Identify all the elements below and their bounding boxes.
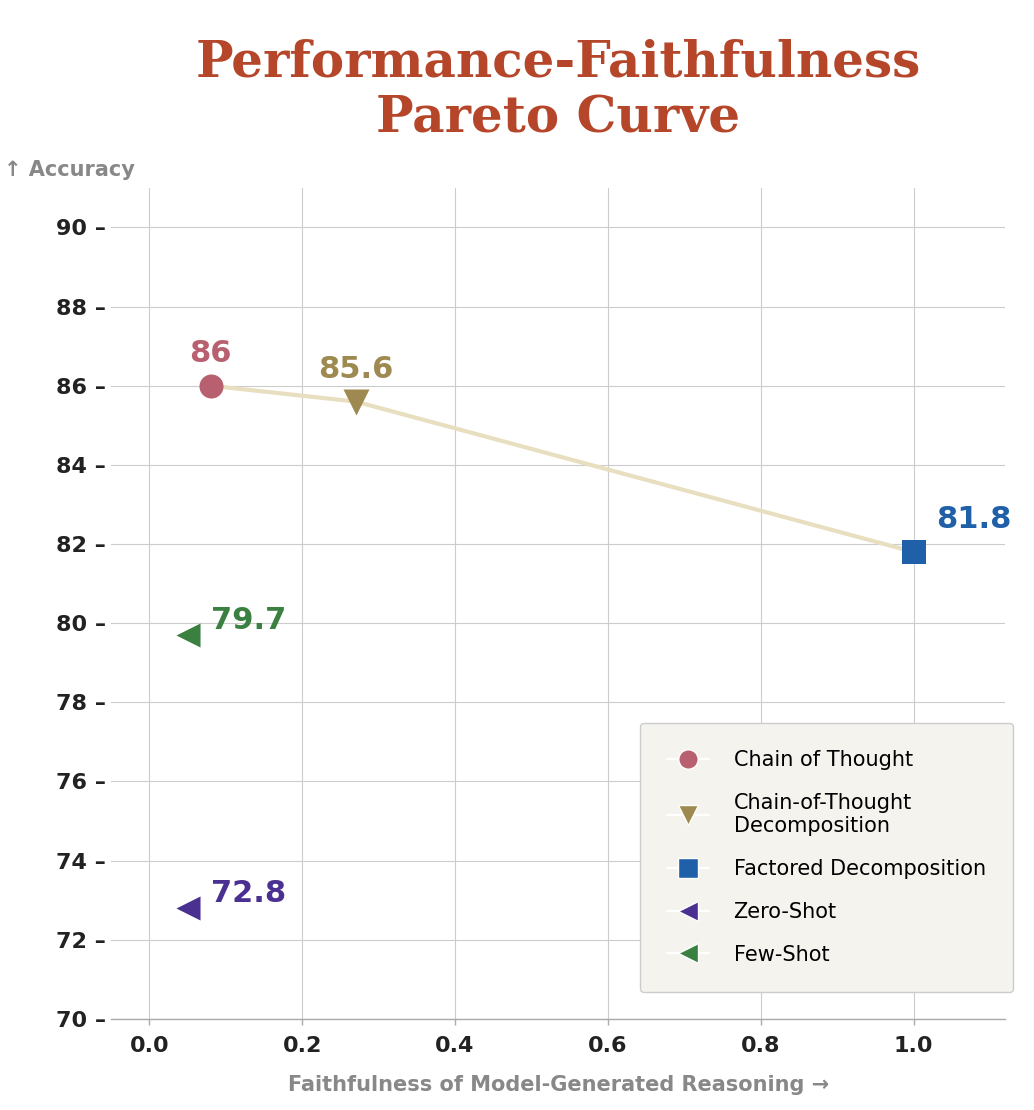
Point: [906, 543, 922, 561]
Text: 85.6: 85.6: [318, 355, 393, 384]
Text: 86: 86: [189, 339, 232, 367]
Text: 72.8: 72.8: [211, 879, 285, 908]
Text: 81.8: 81.8: [937, 505, 1012, 534]
Text: Pareto Curve: Pareto Curve: [376, 94, 740, 143]
Point: [347, 393, 364, 411]
Text: ↑ Accuracy: ↑ Accuracy: [4, 160, 134, 180]
Text: 79.7: 79.7: [211, 606, 285, 635]
Legend: Chain of Thought, Chain-of-Thought
Decomposition, Factored Decomposition, Zero-S: Chain of Thought, Chain-of-Thought Decom…: [640, 723, 1012, 992]
Point: [179, 626, 195, 644]
Point: [203, 376, 219, 394]
X-axis label: Faithfulness of Model-Generated Reasoning →: Faithfulness of Model-Generated Reasonin…: [287, 1074, 829, 1094]
Text: Performance-Faithfulness: Performance-Faithfulness: [195, 39, 921, 88]
Point: [179, 899, 195, 917]
